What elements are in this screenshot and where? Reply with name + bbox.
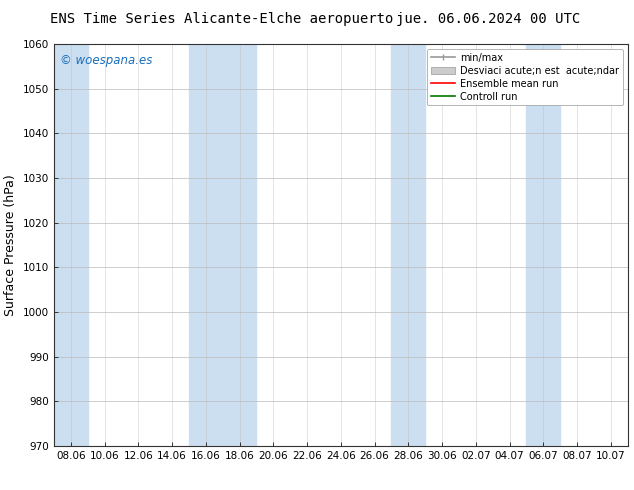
- Bar: [391, 44, 425, 446]
- Text: © woespana.es: © woespana.es: [60, 54, 152, 67]
- Text: jue. 06.06.2024 00 UTC: jue. 06.06.2024 00 UTC: [396, 12, 580, 26]
- Bar: [223, 44, 256, 446]
- Legend: min/max, Desviaci acute;n est  acute;ndar, Ensemble mean run, Controll run: min/max, Desviaci acute;n est acute;ndar…: [427, 49, 623, 105]
- Text: ENS Time Series Alicante-Elche aeropuerto: ENS Time Series Alicante-Elche aeropuert…: [50, 12, 394, 26]
- Bar: [54, 44, 87, 446]
- Y-axis label: Surface Pressure (hPa): Surface Pressure (hPa): [4, 174, 17, 316]
- Bar: [526, 44, 560, 446]
- Bar: [189, 44, 223, 446]
